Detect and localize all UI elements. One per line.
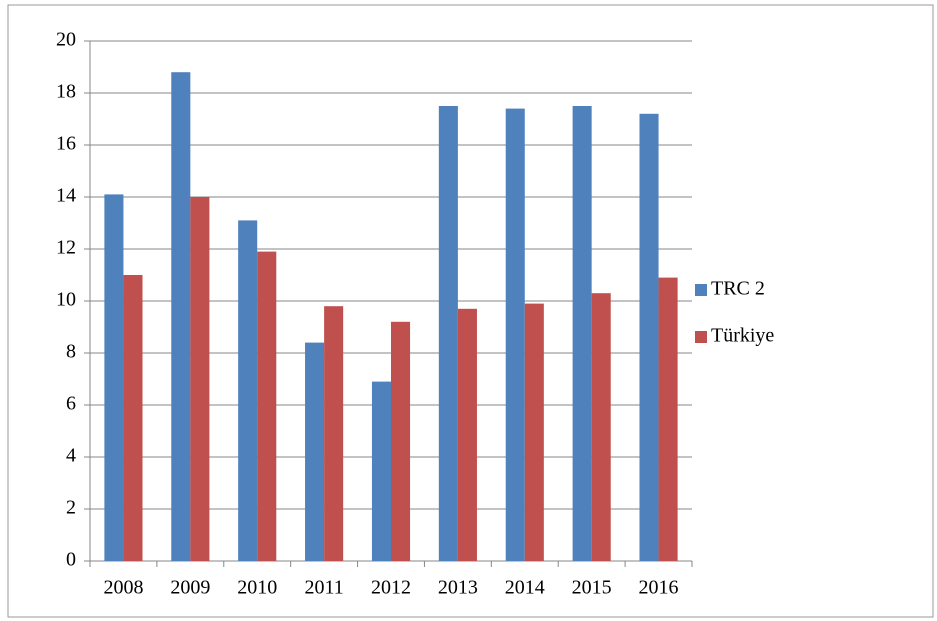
x-tick-label: 2011 (304, 577, 343, 599)
y-tick-label: 12 (56, 237, 76, 259)
legend-label: TRC 2 (711, 278, 765, 300)
legend-label: Türkiye (711, 325, 774, 347)
bar (438, 106, 458, 561)
bar (305, 342, 325, 561)
bar (524, 303, 544, 561)
bar (457, 308, 477, 561)
x-tick-label: 2009 (170, 577, 210, 599)
bar (572, 106, 592, 561)
y-tick-label: 18 (56, 81, 76, 103)
bar (505, 108, 525, 561)
x-tick-label: 2012 (371, 577, 411, 599)
bar (104, 194, 124, 561)
y-tick-label: 20 (56, 29, 76, 51)
bar (324, 306, 344, 561)
y-tick-label: 2 (66, 497, 76, 519)
chart-frame (7, 4, 934, 618)
bar (658, 277, 678, 561)
x-tick-label: 2016 (639, 577, 679, 599)
y-tick-label: 10 (56, 289, 76, 311)
bar (123, 275, 143, 561)
bar (391, 321, 411, 561)
x-tick-label: 2008 (103, 577, 143, 599)
legend-swatch (695, 284, 707, 296)
x-tick-label: 2014 (505, 577, 545, 599)
y-tick-label: 14 (56, 185, 76, 207)
bar (238, 220, 258, 561)
x-tick-label: 2010 (237, 577, 277, 599)
bar (371, 381, 391, 561)
y-tick-label: 4 (66, 445, 76, 467)
y-tick-label: 16 (56, 133, 76, 155)
bar (171, 72, 191, 561)
bar (257, 251, 277, 561)
y-tick-label: 8 (66, 341, 76, 363)
y-tick-label: 0 (66, 549, 76, 571)
legend-swatch (695, 331, 707, 343)
y-tick-label: 6 (66, 393, 76, 415)
bar (639, 113, 659, 562)
x-tick-label: 2013 (438, 577, 478, 599)
bar (591, 293, 611, 561)
bar (190, 197, 210, 561)
x-tick-label: 2015 (572, 577, 612, 599)
